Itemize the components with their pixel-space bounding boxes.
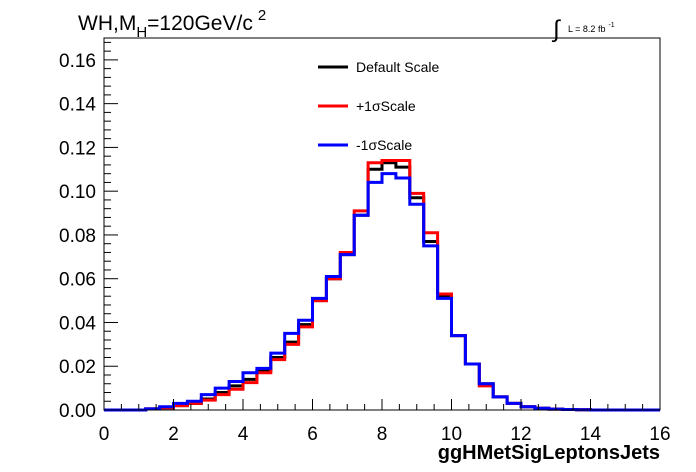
y-tick-label: 0.06 (59, 270, 96, 291)
x-tick-label: 4 (238, 424, 249, 445)
title-subscript: H (136, 24, 147, 41)
x-tick-label: 14 (580, 424, 602, 445)
series-minus1sigmascale (104, 172, 660, 412)
legend-label-minus1sigmascale: -1σScale (356, 137, 412, 153)
legend-label-plus1sigmascale: +1σScale (356, 98, 416, 114)
x-tick-label: 16 (649, 424, 670, 445)
x-tick-label: 8 (377, 424, 388, 445)
y-axis: 0.00 0.02 0.04 0.06 0.08 0.10 0.12 0.14 0.16 (59, 41, 118, 422)
x-tick-label: 12 (510, 424, 531, 445)
title-value: =120GeV/c (147, 12, 253, 35)
title-prefix: WH,M (78, 12, 136, 35)
y-tick-label: 0.02 (59, 357, 96, 378)
x-axis-label: ggHMetSigLeptonsJets (438, 442, 660, 464)
title-superscript: 2 (258, 7, 266, 24)
legend: Default Scale +1σScale -1σScale (318, 59, 439, 153)
y-tick-label: 0.12 (59, 138, 96, 159)
luminosity-superscript: -1 (608, 22, 614, 29)
y-tick-label: 0.04 (59, 313, 96, 334)
y-tick-label: 0.16 (59, 51, 96, 72)
y-tick-label: 0.00 (59, 401, 96, 422)
y-tick-label: 0.14 (59, 95, 96, 116)
x-tick-label: 6 (307, 424, 318, 445)
x-tick-label: 0 (99, 424, 110, 445)
luminosity-label: L = 8.2 fb -1 (568, 22, 615, 34)
y-tick-label: 0.08 (59, 226, 96, 247)
x-tick-label: 2 (168, 424, 179, 445)
luminosity-text: L = 8.2 fb (568, 24, 605, 34)
legend-label-default-scale: Default Scale (356, 59, 439, 75)
x-tick-label: 10 (441, 424, 462, 445)
x-axis: 0 2 4 6 8 10 12 14 16 (99, 399, 671, 445)
luminosity-integral-symbol: ∫ (551, 16, 561, 43)
series-layer (104, 159, 660, 412)
chart-title: WH,MH=120GeV/c 2 (78, 7, 266, 41)
y-tick-label: 0.10 (59, 182, 96, 203)
